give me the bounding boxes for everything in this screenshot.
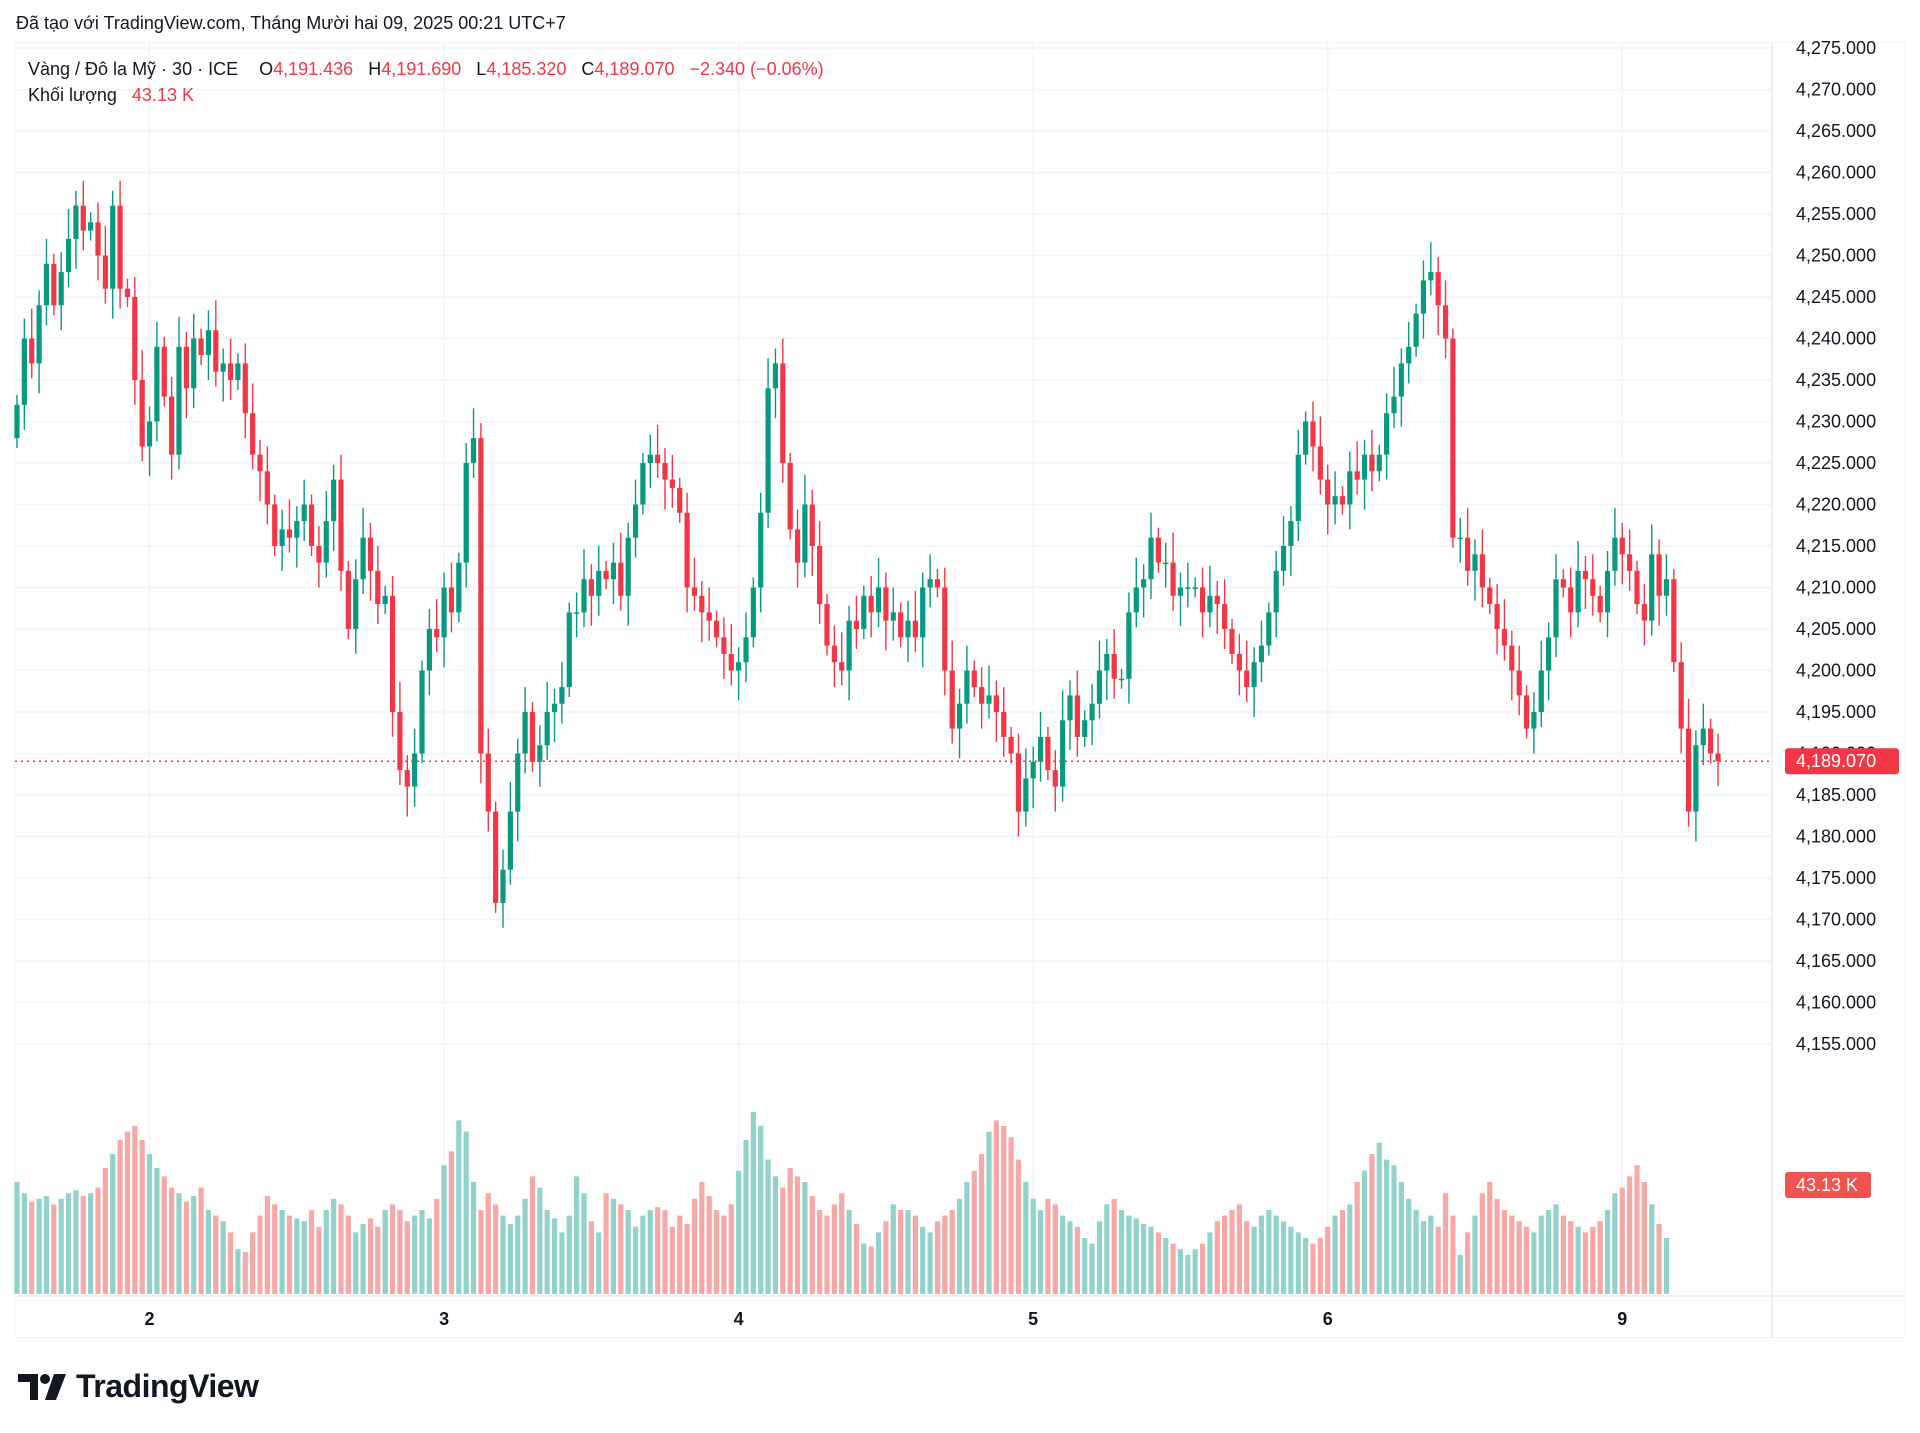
svg-text:4: 4 <box>734 1309 744 1329</box>
svg-text:4,185.000: 4,185.000 <box>1796 785 1876 805</box>
chart-frame <box>14 42 1906 1338</box>
svg-text:4,260.000: 4,260.000 <box>1796 163 1876 183</box>
svg-text:4,210.000: 4,210.000 <box>1796 578 1876 598</box>
chart-legend: Vàng / Đô la Mỹ · 30 · ICE O4,191.436 H4… <box>28 56 824 108</box>
svg-text:4,195.000: 4,195.000 <box>1796 702 1876 722</box>
high-label: H <box>368 59 382 79</box>
svg-text:4,235.000: 4,235.000 <box>1796 370 1876 390</box>
low-label: L <box>476 59 487 79</box>
svg-text:43.13 K: 43.13 K <box>1796 1175 1858 1195</box>
tradingview-brand: TradingView <box>76 1368 259 1404</box>
svg-text:6: 6 <box>1323 1309 1333 1329</box>
axis-tags: 4,189.070 43.13 K <box>1785 748 1899 1198</box>
svg-text:4,230.000: 4,230.000 <box>1796 412 1876 432</box>
volume-value: 43.13 K <box>131 85 194 105</box>
tradingview-logo[interactable]: TradingView <box>18 1368 259 1405</box>
volume-bars <box>14 1112 1670 1294</box>
price-chart[interactable]: 4,275.000 4,270.000 4,265.000 4,260.000 4,25… <box>0 0 1920 1340</box>
svg-text:4,180.000: 4,180.000 <box>1796 827 1876 847</box>
svg-text:4,160.000: 4,160.000 <box>1796 993 1876 1013</box>
svg-text:3: 3 <box>439 1309 449 1329</box>
svg-text:4,250.000: 4,250.000 <box>1796 246 1876 266</box>
svg-text:5: 5 <box>1028 1309 1038 1329</box>
chart-grid <box>15 43 1906 1338</box>
svg-text:4,175.000: 4,175.000 <box>1796 868 1876 888</box>
svg-text:4,170.000: 4,170.000 <box>1796 910 1876 930</box>
close-value: 4,189.070 <box>594 59 675 79</box>
svg-text:4,265.000: 4,265.000 <box>1796 121 1876 141</box>
svg-text:9: 9 <box>1617 1309 1627 1329</box>
svg-text:4,255.000: 4,255.000 <box>1796 204 1876 224</box>
candlesticks <box>14 180 1721 928</box>
svg-text:4,245.000: 4,245.000 <box>1796 287 1876 307</box>
svg-text:2: 2 <box>145 1309 155 1329</box>
svg-text:4,220.000: 4,220.000 <box>1796 495 1876 515</box>
svg-text:4,205.000: 4,205.000 <box>1796 619 1876 639</box>
change-value: −2.340 (−0.06%) <box>689 59 824 79</box>
time-axis[interactable]: 2 3 4 5 6 9 <box>145 1309 1628 1329</box>
svg-text:4,240.000: 4,240.000 <box>1796 329 1876 349</box>
volume-label[interactable]: Khối lượng <box>28 85 117 105</box>
svg-text:4,155.000: 4,155.000 <box>1796 1034 1876 1054</box>
svg-text:4,270.000: 4,270.000 <box>1796 80 1876 100</box>
symbol-title[interactable]: Vàng / Đô la Mỹ · 30 · ICE <box>28 59 239 79</box>
svg-text:4,275.000: 4,275.000 <box>1796 38 1876 58</box>
price-axis[interactable]: 4,275.000 4,270.000 4,265.000 4,260.000 4,25… <box>1796 38 1876 1054</box>
svg-text:4,189.070: 4,189.070 <box>1796 751 1876 771</box>
chart-credit: Đã tạo với TradingView.com, Tháng Mười h… <box>16 13 566 33</box>
volume-row: Khối lượng 43.13 K <box>28 82 824 108</box>
open-value: 4,191.436 <box>273 59 354 79</box>
svg-text:4,200.000: 4,200.000 <box>1796 661 1876 681</box>
ohlc-row: Vàng / Đô la Mỹ · 30 · ICE O4,191.436 H4… <box>28 56 824 82</box>
low-value: 4,185.320 <box>486 59 567 79</box>
high-value: 4,191.690 <box>381 59 462 79</box>
close-label: C <box>581 59 595 79</box>
svg-text:4,225.000: 4,225.000 <box>1796 453 1876 473</box>
svg-text:4,215.000: 4,215.000 <box>1796 536 1876 556</box>
open-label: O <box>259 59 274 79</box>
tradingview-logo-icon <box>18 1373 66 1400</box>
svg-text:4,165.000: 4,165.000 <box>1796 951 1876 971</box>
